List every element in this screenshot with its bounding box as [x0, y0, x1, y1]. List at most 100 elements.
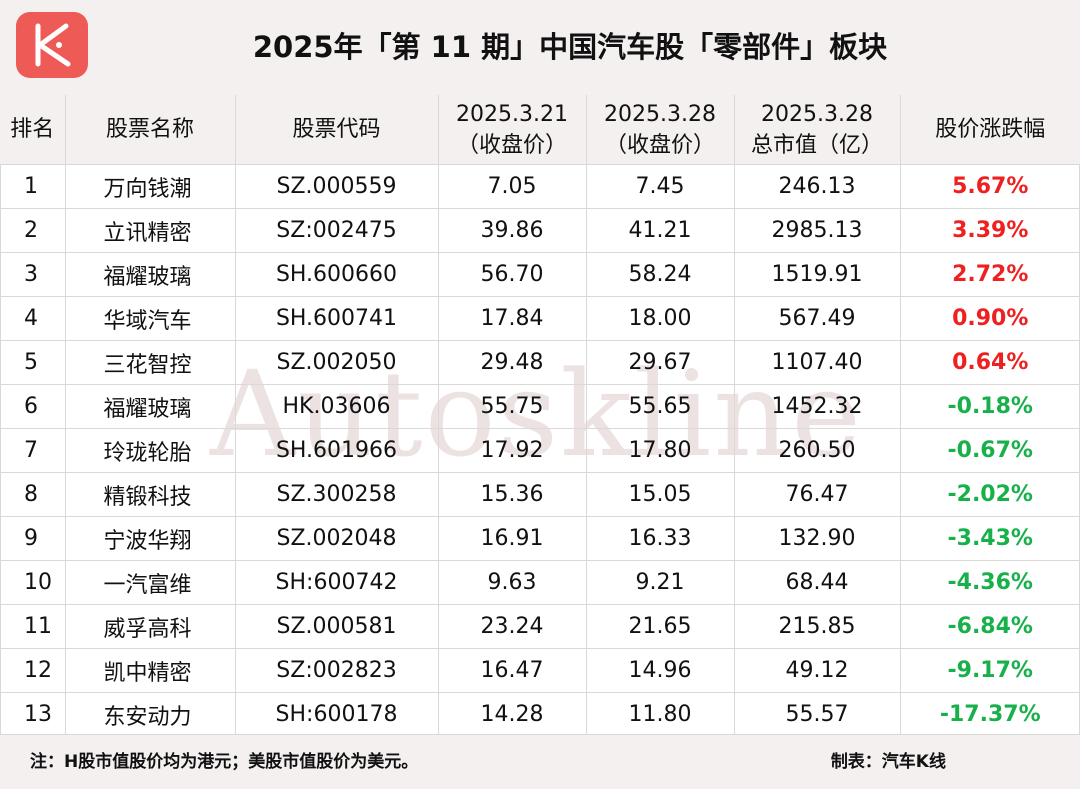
- close-0321-cell: 16.91: [438, 516, 587, 561]
- close-0328-cell: 29.67: [586, 340, 735, 385]
- close-0328-cell: 55.65: [586, 384, 735, 429]
- stock-name-cell: 一汽富维: [65, 560, 236, 605]
- column-header-change: 股价涨跌幅: [900, 95, 1080, 165]
- market-cap-cell: 68.44: [734, 560, 901, 605]
- close-0321-cell: 39.86: [438, 208, 587, 253]
- close-0328-cell: 16.33: [586, 516, 735, 561]
- table-row: 2 立讯精密 SZ:002475 39.86 41.21 2985.13 3.39%: [0, 208, 1080, 253]
- close-0328-cell: 14.96: [586, 648, 735, 693]
- stock-code-cell: SZ.002050: [235, 340, 439, 385]
- stock-code-cell: SZ:002475: [235, 208, 439, 253]
- price-change-cell: 5.67%: [900, 164, 1080, 209]
- column-header-name: 股票名称: [65, 95, 236, 165]
- table-row: 7 玲珑轮胎 SH.601966 17.92 17.80 260.50 -0.67%: [0, 428, 1080, 473]
- market-cap-cell: 132.90: [734, 516, 901, 561]
- rank-cell: 8: [0, 472, 66, 517]
- market-cap-cell: 215.85: [734, 604, 901, 649]
- stock-name-cell: 精锻科技: [65, 472, 236, 517]
- market-cap-cell: 2985.13: [734, 208, 901, 253]
- rank-cell: 9: [0, 516, 66, 561]
- stock-name-cell: 华域汽车: [65, 296, 236, 341]
- stock-code-cell: SH:600742: [235, 560, 439, 605]
- price-change-cell: 0.64%: [900, 340, 1080, 385]
- close2-note-label: （收盘价）: [604, 132, 715, 158]
- code-header-label: 股票代码: [292, 117, 381, 142]
- market-cap-cell: 49.12: [734, 648, 901, 693]
- price-change-cell: -3.43%: [900, 516, 1080, 561]
- table-row: 8 精锻科技 SZ.300258 15.36 15.05 76.47 -2.02%: [0, 472, 1080, 517]
- stock-name-cell: 福耀玻璃: [65, 384, 236, 429]
- stock-code-cell: SH.601966: [235, 428, 439, 473]
- close-0321-cell: 14.28: [438, 692, 587, 737]
- close-0328-cell: 7.45: [586, 164, 735, 209]
- market-cap-cell: 246.13: [734, 164, 901, 209]
- close-0321-cell: 16.47: [438, 648, 587, 693]
- price-change-cell: 0.90%: [900, 296, 1080, 341]
- close-0321-cell: 56.70: [438, 252, 587, 297]
- stock-code-cell: SZ.300258: [235, 472, 439, 517]
- table-row: 13 东安动力 SH:600178 14.28 11.80 55.57 -17.37%: [0, 692, 1080, 737]
- k-line-logo-icon: [16, 12, 88, 78]
- rank-cell: 13: [0, 692, 66, 737]
- stock-name-cell: 福耀玻璃: [65, 252, 236, 297]
- price-change-cell: -6.84%: [900, 604, 1080, 649]
- cap-note-label: 总市值（亿）: [750, 132, 883, 158]
- column-header-code: 股票代码: [235, 95, 439, 165]
- stock-code-cell: SH.600741: [235, 296, 439, 341]
- table-row: 5 三花智控 SZ.002050 29.48 29.67 1107.40 0.64%: [0, 340, 1080, 385]
- close-0321-cell: 9.63: [438, 560, 587, 605]
- table-header-row: 排名 股票名称 股票代码 2025.3.21 （收盘价） 2025.3.28 （收盘…: [0, 95, 1080, 165]
- column-header-cap: 2025.3.28 总市值（亿）: [734, 95, 901, 165]
- name-header-label: 股票名称: [105, 117, 194, 142]
- price-change-cell: -17.37%: [900, 692, 1080, 737]
- close-0321-cell: 23.24: [438, 604, 587, 649]
- stock-table: 排名 股票名称 股票代码 2025.3.21 （收盘价） 2025.3.28 （收盘…: [0, 95, 1080, 737]
- table-row: 1 万向钱潮 SZ.000559 7.05 7.45 246.13 5.67%: [0, 164, 1080, 209]
- rank-cell: 2: [0, 208, 66, 253]
- market-cap-cell: 76.47: [734, 472, 901, 517]
- close-0321-cell: 17.92: [438, 428, 587, 473]
- table-row: 6 福耀玻璃 HK.03606 55.75 55.65 1452.32 -0.18%: [0, 384, 1080, 429]
- close-0321-cell: 15.36: [438, 472, 587, 517]
- rank-cell: 1: [0, 164, 66, 209]
- column-header-close1: 2025.3.21 （收盘价）: [438, 95, 587, 165]
- stock-name-cell: 玲珑轮胎: [65, 428, 236, 473]
- stock-name-cell: 三花智控: [65, 340, 236, 385]
- close-0328-cell: 15.05: [586, 472, 735, 517]
- footer-note: 注：H股市值股价均为港元；美股市值股价为美元。: [30, 752, 419, 772]
- table-row: 12 凯中精密 SZ:002823 16.47 14.96 49.12 -9.17%: [0, 648, 1080, 693]
- market-cap-cell: 1107.40: [734, 340, 901, 385]
- stock-code-cell: SZ.000559: [235, 164, 439, 209]
- price-change-cell: -4.36%: [900, 560, 1080, 605]
- price-change-cell: 2.72%: [900, 252, 1080, 297]
- close2-date-label: 2025.3.28: [604, 101, 716, 127]
- rank-cell: 5: [0, 340, 66, 385]
- page-title: 2025年「第 11 期」中国汽车股「零部件」板块: [252, 30, 888, 64]
- market-cap-cell: 567.49: [734, 296, 901, 341]
- market-cap-cell: 260.50: [734, 428, 901, 473]
- rank-cell: 12: [0, 648, 66, 693]
- rank-cell: 4: [0, 296, 66, 341]
- rank-cell: 3: [0, 252, 66, 297]
- footer-bar: 注：H股市值股价均为港元；美股市值股价为美元。 制表：汽车K线: [0, 734, 1080, 789]
- table-row: 3 福耀玻璃 SH.600660 56.70 58.24 1519.91 2.72%: [0, 252, 1080, 297]
- stock-code-cell: SZ.000581: [235, 604, 439, 649]
- stock-name-cell: 威孚高科: [65, 604, 236, 649]
- rank-cell: 7: [0, 428, 66, 473]
- close-0328-cell: 17.80: [586, 428, 735, 473]
- market-cap-cell: 1519.91: [734, 252, 901, 297]
- market-cap-cell: 55.57: [734, 692, 901, 737]
- price-change-cell: -0.18%: [900, 384, 1080, 429]
- close-0328-cell: 21.65: [586, 604, 735, 649]
- price-change-cell: -0.67%: [900, 428, 1080, 473]
- close-0328-cell: 9.21: [586, 560, 735, 605]
- close-0321-cell: 29.48: [438, 340, 587, 385]
- close-0321-cell: 7.05: [438, 164, 587, 209]
- close-0328-cell: 41.21: [586, 208, 735, 253]
- table-body: 排名 股票名称 股票代码 2025.3.21 （收盘价） 2025.3.28 （收盘…: [0, 95, 1080, 737]
- stock-name-cell: 宁波华翔: [65, 516, 236, 561]
- rank-cell: 11: [0, 604, 66, 649]
- stock-code-cell: SZ.002048: [235, 516, 439, 561]
- stock-name-cell: 东安动力: [65, 692, 236, 737]
- close-0321-cell: 55.75: [438, 384, 587, 429]
